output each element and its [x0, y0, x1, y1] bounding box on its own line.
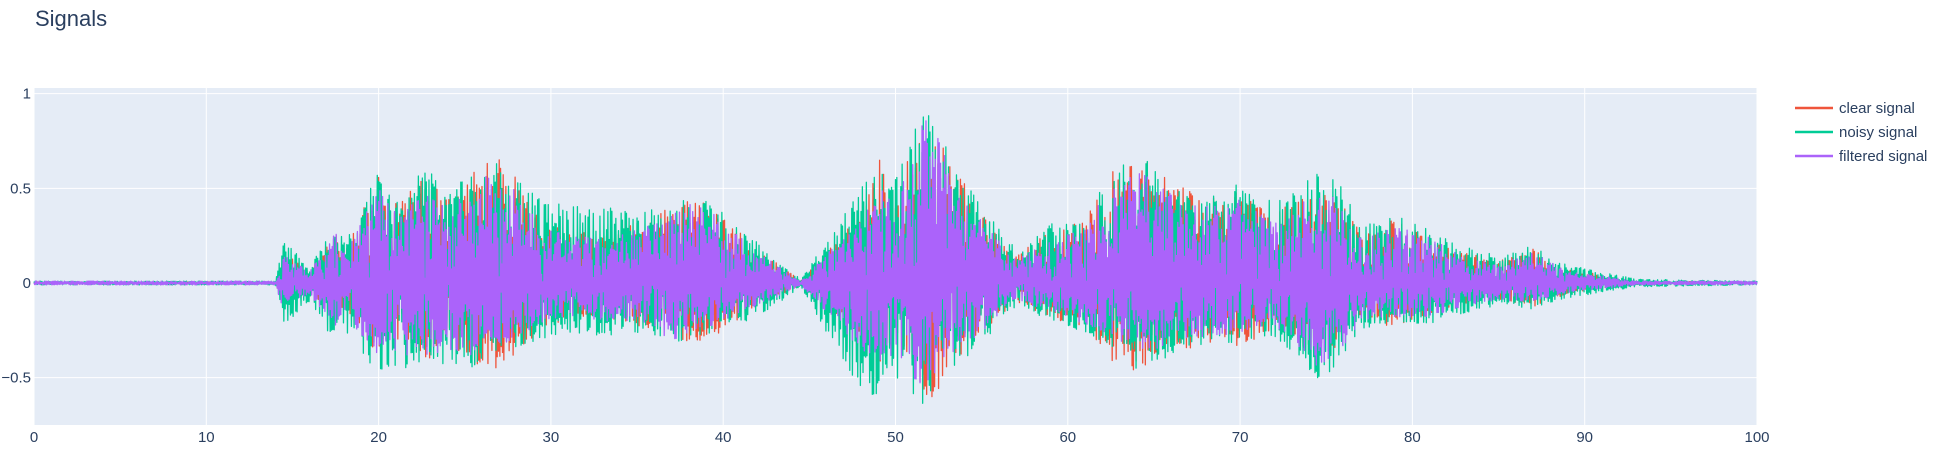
x-tick-label: 70: [1232, 429, 1249, 446]
y-tick-label: 0: [23, 275, 31, 292]
x-tick-label: 30: [543, 429, 560, 446]
chart-title: Signals: [35, 6, 107, 31]
x-tick-label: 50: [887, 429, 904, 446]
legend-label: clear signal: [1839, 100, 1915, 117]
x-tick-label: 60: [1059, 429, 1076, 446]
x-tick-label: 20: [370, 429, 387, 446]
legend-label: filtered signal: [1839, 148, 1927, 165]
x-axis: 0 10 20 30 40 50 60 70 80 90 100: [30, 429, 1770, 446]
legend-item[interactable]: clear signal: [1795, 100, 1915, 117]
x-tick-label: 100: [1744, 429, 1769, 446]
x-tick-label: 0: [30, 429, 38, 446]
y-axis: 1 0.5 0 −0.5: [1, 86, 31, 387]
y-tick-label: 0.5: [10, 180, 31, 197]
x-tick-label: 90: [1576, 429, 1593, 446]
legend-item[interactable]: filtered signal: [1795, 148, 1927, 165]
y-tick-label: 1: [23, 86, 31, 103]
legend[interactable]: clear signal noisy signal filtered signal: [1795, 100, 1927, 165]
x-tick-label: 40: [715, 429, 732, 446]
signal-traces: [33, 115, 1758, 404]
x-tick-label: 80: [1404, 429, 1421, 446]
legend-label: noisy signal: [1839, 124, 1917, 141]
y-tick-label: −0.5: [1, 370, 31, 387]
x-tick-label: 10: [198, 429, 215, 446]
trace-filtered-signal: [33, 120, 1758, 384]
legend-item[interactable]: noisy signal: [1795, 124, 1917, 141]
